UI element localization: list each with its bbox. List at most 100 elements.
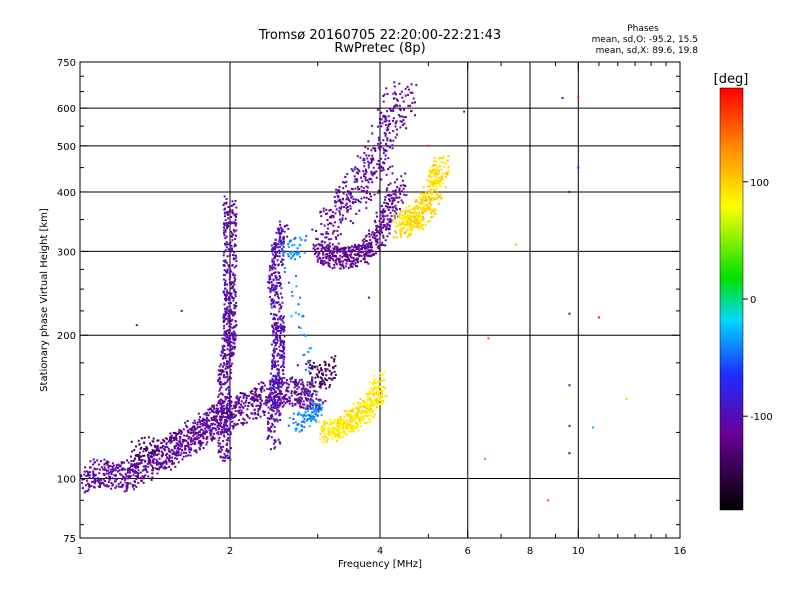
data-point <box>168 465 171 468</box>
data-point <box>403 223 406 226</box>
data-point <box>265 396 268 399</box>
data-point <box>383 218 386 221</box>
data-point <box>354 417 357 420</box>
data-point <box>361 250 364 253</box>
data-point <box>185 455 188 458</box>
data-point <box>221 347 224 350</box>
data-point <box>230 292 233 295</box>
data-point <box>371 132 374 135</box>
data-point <box>229 209 232 212</box>
data-point <box>233 334 236 337</box>
data-point <box>231 221 234 224</box>
data-point <box>394 193 397 196</box>
data-point <box>229 424 232 427</box>
data-point <box>83 491 86 494</box>
data-point <box>319 384 322 387</box>
data-point <box>343 258 346 261</box>
data-point <box>210 430 213 433</box>
data-point <box>338 421 341 424</box>
data-point <box>321 260 324 263</box>
data-point <box>114 477 117 480</box>
data-point <box>217 401 220 404</box>
data-point <box>336 424 339 427</box>
data-point <box>371 154 374 157</box>
data-point <box>352 418 355 421</box>
data-point <box>182 451 185 454</box>
data-point <box>440 176 443 179</box>
data-point <box>171 463 174 466</box>
data-point <box>108 471 111 474</box>
data-point <box>295 427 298 430</box>
data-point <box>233 221 236 224</box>
data-point <box>276 259 279 262</box>
data-point <box>377 244 380 247</box>
data-point <box>320 243 323 246</box>
y-tick-label: 100 <box>57 475 76 486</box>
data-point <box>210 439 213 442</box>
data-point <box>150 477 153 480</box>
data-point <box>231 347 234 350</box>
data-point <box>275 401 278 404</box>
data-point <box>358 244 361 247</box>
data-point <box>277 406 280 409</box>
data-point <box>269 265 272 268</box>
data-point <box>190 437 193 440</box>
data-point <box>298 396 301 399</box>
data-point <box>150 455 153 458</box>
data-point <box>279 232 282 235</box>
data-point <box>339 416 342 419</box>
data-point <box>242 402 245 405</box>
data-point <box>225 411 228 414</box>
data-point <box>290 315 293 318</box>
data-point <box>434 170 437 173</box>
data-point <box>135 471 138 474</box>
data-point <box>226 348 229 351</box>
data-point <box>326 244 329 247</box>
data-point <box>197 436 200 439</box>
data-point <box>252 397 255 400</box>
data-point <box>412 220 415 223</box>
data-point <box>231 295 234 298</box>
data-point <box>223 339 226 342</box>
data-point <box>184 452 187 455</box>
data-point <box>127 467 130 470</box>
data-point <box>354 178 357 181</box>
data-point <box>224 294 227 297</box>
data-point <box>278 345 281 348</box>
data-point <box>377 163 380 166</box>
data-point <box>188 436 191 439</box>
data-point <box>295 251 298 254</box>
data-point <box>296 388 299 391</box>
data-point <box>229 421 232 424</box>
data-point <box>378 399 381 402</box>
data-point <box>352 259 355 262</box>
data-point <box>228 414 231 417</box>
data-point <box>289 251 292 254</box>
data-point <box>168 439 171 442</box>
data-point <box>276 321 279 324</box>
data-point <box>106 460 109 463</box>
data-point <box>337 436 340 439</box>
data-point <box>101 481 104 484</box>
data-point <box>375 243 378 246</box>
data-point <box>357 245 360 248</box>
data-point <box>309 418 312 421</box>
data-point <box>158 450 161 453</box>
data-point <box>366 157 369 160</box>
data-point <box>192 421 195 424</box>
data-point <box>151 449 154 452</box>
data-point <box>194 449 197 452</box>
data-point <box>277 364 280 367</box>
data-point <box>338 263 341 266</box>
data-point <box>173 436 176 439</box>
data-point <box>376 403 379 406</box>
data-point <box>268 278 271 281</box>
data-point <box>380 392 383 395</box>
data-point <box>421 228 424 231</box>
data-point <box>139 459 142 462</box>
data-point <box>232 257 235 260</box>
data-point <box>269 291 272 294</box>
data-point <box>418 215 421 218</box>
data-point <box>429 170 432 173</box>
data-point <box>279 442 282 445</box>
